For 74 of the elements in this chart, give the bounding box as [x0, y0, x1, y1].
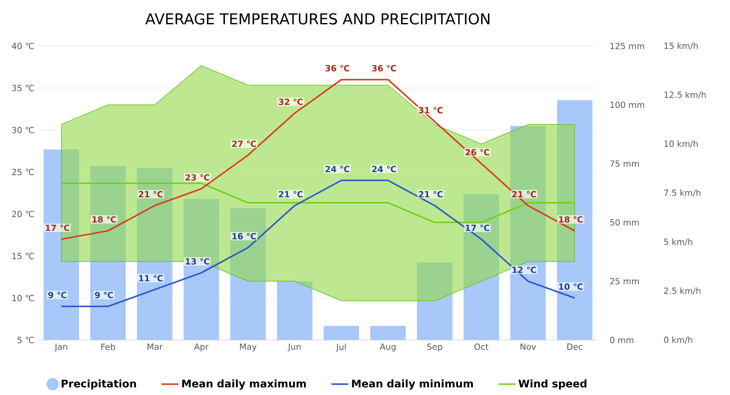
bar	[370, 326, 406, 340]
y-tick-label: 30 ℃	[12, 126, 34, 134]
data-label: 36 ℃	[325, 64, 350, 72]
x-tick-label: Jul	[336, 344, 346, 352]
bar	[464, 194, 500, 340]
y2-tick-label: 75 mm	[610, 160, 639, 167]
data-label: 18 ℃	[92, 216, 116, 223]
y-tick-label: 40 ℃	[12, 42, 34, 50]
legend-label: Precipitation	[62, 379, 136, 390]
y3-tick-label: 0 km/h	[664, 336, 692, 344]
y2-tick-label: 50 mm	[610, 219, 639, 226]
bar	[184, 198, 220, 340]
data-label: 9 ℃	[48, 292, 66, 298]
x-tick-label: Jun	[288, 344, 301, 352]
data-label: 21 ℃	[138, 190, 163, 198]
x-tick-label: Feb	[101, 344, 116, 350]
data-label: 36 ℃	[372, 64, 396, 72]
x-tick-label: Mar	[148, 344, 163, 350]
y2-tick-label: 100 mm	[610, 102, 644, 108]
y-tick-label: 15 ℃	[12, 252, 34, 260]
bar	[416, 262, 452, 340]
x-tick-label: Nov	[520, 344, 536, 350]
y-tick-label: 25 ℃	[12, 168, 34, 176]
y3-tick-label: 5 km/h	[664, 238, 692, 246]
data-label: 17 ℃	[466, 224, 490, 232]
x-tick-label: Sep	[427, 344, 442, 352]
x-tick-label: Jan	[54, 344, 68, 352]
y3-tick-label: 15 km/h	[664, 42, 698, 50]
y2-tick-label: 25 mm	[610, 278, 639, 284]
y-tick-label: 35 ℃	[12, 84, 34, 92]
legend-label: Mean daily minimum	[352, 379, 473, 390]
chart-title: AVERAGE TEMPERATURES AND PRECIPITATION	[145, 13, 490, 25]
data-label: 17 ℃	[46, 224, 70, 232]
x-tick-label: Dec	[567, 344, 582, 350]
y2-tick-label: 0 mm	[610, 336, 634, 344]
data-label: 27 ℃	[232, 140, 256, 148]
bar	[90, 166, 126, 340]
data-label: 21 ℃	[418, 190, 443, 198]
y-tick-label: 20 ℃	[12, 210, 34, 218]
bar	[324, 326, 360, 340]
bar	[556, 100, 592, 340]
data-label: 9 ℃	[94, 292, 114, 298]
data-label: 23 ℃	[186, 174, 210, 181]
legend-label: Mean daily maximum	[182, 379, 306, 390]
data-label: 21 ℃	[512, 190, 536, 198]
data-label: 26 ℃	[466, 148, 490, 156]
data-label: 10 ℃	[559, 283, 583, 290]
data-label: 21 ℃	[278, 190, 303, 198]
x-tick-label: May	[240, 344, 257, 352]
data-label: 12 ℃	[512, 266, 536, 274]
y3-tick-label: 7.5 km/h	[664, 189, 700, 197]
y3-tick-label: 12.5 km/h	[664, 91, 706, 99]
bar	[510, 126, 546, 340]
data-label: 31 ℃	[418, 106, 443, 114]
y-tick-label: 5 ℃	[18, 336, 34, 344]
bar	[136, 168, 172, 340]
data-label: 16 ℃	[232, 232, 256, 240]
y3-tick-label: 10 km/h	[664, 140, 698, 148]
data-label: 11 ℃	[139, 274, 163, 282]
data-label: 18 ℃	[559, 216, 583, 223]
data-label: 24 ℃	[372, 166, 396, 172]
bar	[276, 281, 312, 340]
data-label: 32 ℃	[278, 98, 303, 106]
y2-tick-label: 125 mm	[610, 42, 644, 50]
x-tick-label: Oct	[474, 344, 488, 350]
y-tick-label: 10 ℃	[12, 294, 34, 302]
bar	[44, 149, 80, 340]
x-tick-label: Aug	[380, 344, 396, 352]
y3-tick-label: 2.5 km/h	[664, 287, 700, 295]
legend-label: Wind speed	[518, 379, 586, 390]
bar	[230, 208, 266, 340]
data-label: 24 ℃	[326, 166, 350, 172]
data-label: 13 ℃	[186, 258, 210, 265]
x-tick-label: Apr	[194, 344, 209, 352]
